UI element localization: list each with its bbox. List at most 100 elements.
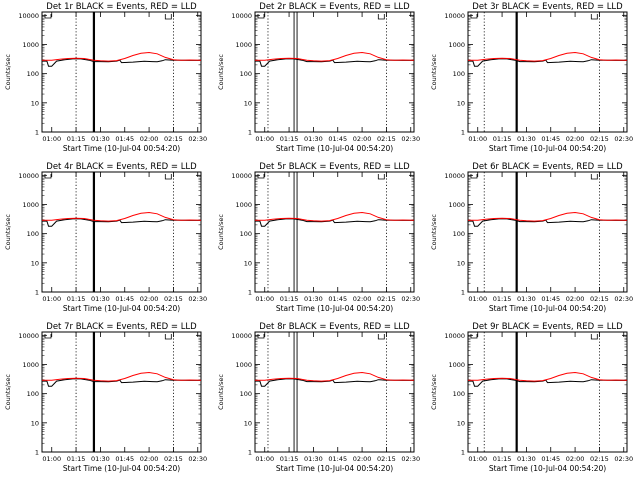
x-tick-label: 02:30 [401,455,420,463]
panel-title: Det 2r BLACK = Events, RED = LLD [259,2,410,12]
y-tick-label: 100 [240,390,252,398]
y-tick-label: 100 [453,390,465,398]
x-axis-label: Start Time (10-Jul-04 00:54:20) [63,304,180,313]
panel-det-6: Det 6r BLACK = Events, RED = LLD Counts/s… [430,162,633,313]
y-tick-label: 10000 [231,172,252,180]
x-tick-label: 01:15 [280,135,299,143]
lld-series-line [255,51,415,62]
x-tick-label: 01:30 [91,295,110,303]
x-tick-label: 01:15 [67,455,86,463]
x-tick-label: 01:00 [42,295,61,303]
plot-frame [41,171,202,293]
x-tick-label: 01:15 [493,455,512,463]
panel-title: Det 6r BLACK = Events, RED = LLD [472,162,623,172]
panel-det-4: Det 4r BLACK = Events, RED = LLD Counts/s… [4,162,207,313]
y-tick-label: 10 [244,419,252,427]
y-tick-label: 10 [457,419,465,427]
lld-series-line [42,371,202,382]
flag-marker [257,174,265,179]
x-tick-label: 02:30 [188,455,207,463]
panel-title: Det 4r BLACK = Events, RED = LLD [46,162,197,172]
y-tick-label: 1 [461,289,465,297]
panel-title: Det 7r BLACK = Events, RED = LLD [46,322,197,332]
y-tick-label: 10 [457,99,465,107]
x-axis-label: Start Time (10-Jul-04 00:54:20) [276,464,393,473]
panel-title: Det 3r BLACK = Events, RED = LLD [472,2,623,12]
y-axis-label: Counts/sec [430,54,438,90]
x-tick-label: 01:45 [541,455,560,463]
y-axis-label: Counts/sec [217,54,225,90]
plot-frame [254,11,415,133]
x-tick-label: 01:30 [304,295,323,303]
flag-marker [164,14,172,20]
x-tick-label: 01:45 [328,455,347,463]
x-tick-label: 01:15 [280,455,299,463]
flag-marker [377,174,385,180]
x-tick-label: 01:15 [67,295,86,303]
y-tick-label: 1000 [22,361,39,369]
lld-series-line [42,211,202,222]
flag-marker [470,14,478,19]
x-tick-label: 02:30 [188,295,207,303]
y-tick-label: 10000 [444,332,465,340]
y-axis-label: Counts/sec [217,214,225,250]
flag-marker [590,174,598,180]
x-tick-label: 02:30 [614,135,633,143]
panel-title: Det 5r BLACK = Events, RED = LLD [259,162,410,172]
y-tick-label: 1000 [235,361,252,369]
panel-det-1: Det 1r BLACK = Events, RED = LLD Counts/s… [4,2,207,153]
x-tick-label: 02:00 [353,455,372,463]
y-tick-label: 10000 [444,12,465,20]
x-tick-label: 02:00 [566,135,585,143]
x-axis-label: Start Time (10-Jul-04 00:54:20) [63,144,180,153]
x-axis-label: Start Time (10-Jul-04 00:54:20) [489,304,606,313]
x-tick-label: 01:45 [115,455,134,463]
flag-marker [470,334,478,339]
lld-series-line [255,371,415,382]
flag-marker [164,334,172,340]
y-tick-label: 100 [453,230,465,238]
y-tick-label: 10 [31,419,39,427]
plot-frame [467,331,628,453]
y-tick-label: 10000 [444,172,465,180]
x-tick-label: 02:00 [140,135,159,143]
x-tick-label: 02:15 [590,455,609,463]
y-tick-label: 1000 [22,201,39,209]
flag-marker [44,334,52,339]
y-tick-label: 1000 [448,361,465,369]
x-tick-label: 02:15 [590,295,609,303]
x-tick-label: 02:15 [377,295,396,303]
y-tick-label: 10000 [231,332,252,340]
x-tick-label: 02:15 [164,455,183,463]
y-axis-label: Counts/sec [430,374,438,410]
panel-det-7: Det 7r BLACK = Events, RED = LLD Counts/s… [4,322,207,473]
y-tick-label: 1 [248,449,252,457]
x-tick-label: 02:30 [614,295,633,303]
x-tick-label: 01:45 [115,295,134,303]
y-tick-label: 1000 [235,41,252,49]
x-tick-label: 01:30 [517,135,536,143]
y-tick-label: 1000 [448,201,465,209]
lld-series-line [42,51,202,62]
x-tick-label: 01:00 [255,135,274,143]
flag-marker [590,14,598,20]
x-tick-label: 02:15 [377,135,396,143]
x-tick-label: 01:45 [328,135,347,143]
x-tick-label: 01:30 [304,455,323,463]
y-tick-label: 10 [31,99,39,107]
panel-det-8: Det 8r BLACK = Events, RED = LLD Counts/s… [217,322,420,473]
plot-frame [254,171,415,293]
y-tick-label: 10000 [18,172,39,180]
y-tick-label: 1 [35,449,39,457]
x-tick-label: 01:30 [304,135,323,143]
x-tick-label: 02:00 [566,455,585,463]
y-tick-label: 1 [248,289,252,297]
y-tick-label: 1000 [22,41,39,49]
x-tick-label: 02:00 [353,135,372,143]
x-tick-label: 01:00 [42,455,61,463]
y-axis-label: Counts/sec [4,214,12,250]
x-tick-label: 01:00 [255,295,274,303]
y-tick-label: 10000 [18,12,39,20]
x-tick-label: 02:15 [164,135,183,143]
